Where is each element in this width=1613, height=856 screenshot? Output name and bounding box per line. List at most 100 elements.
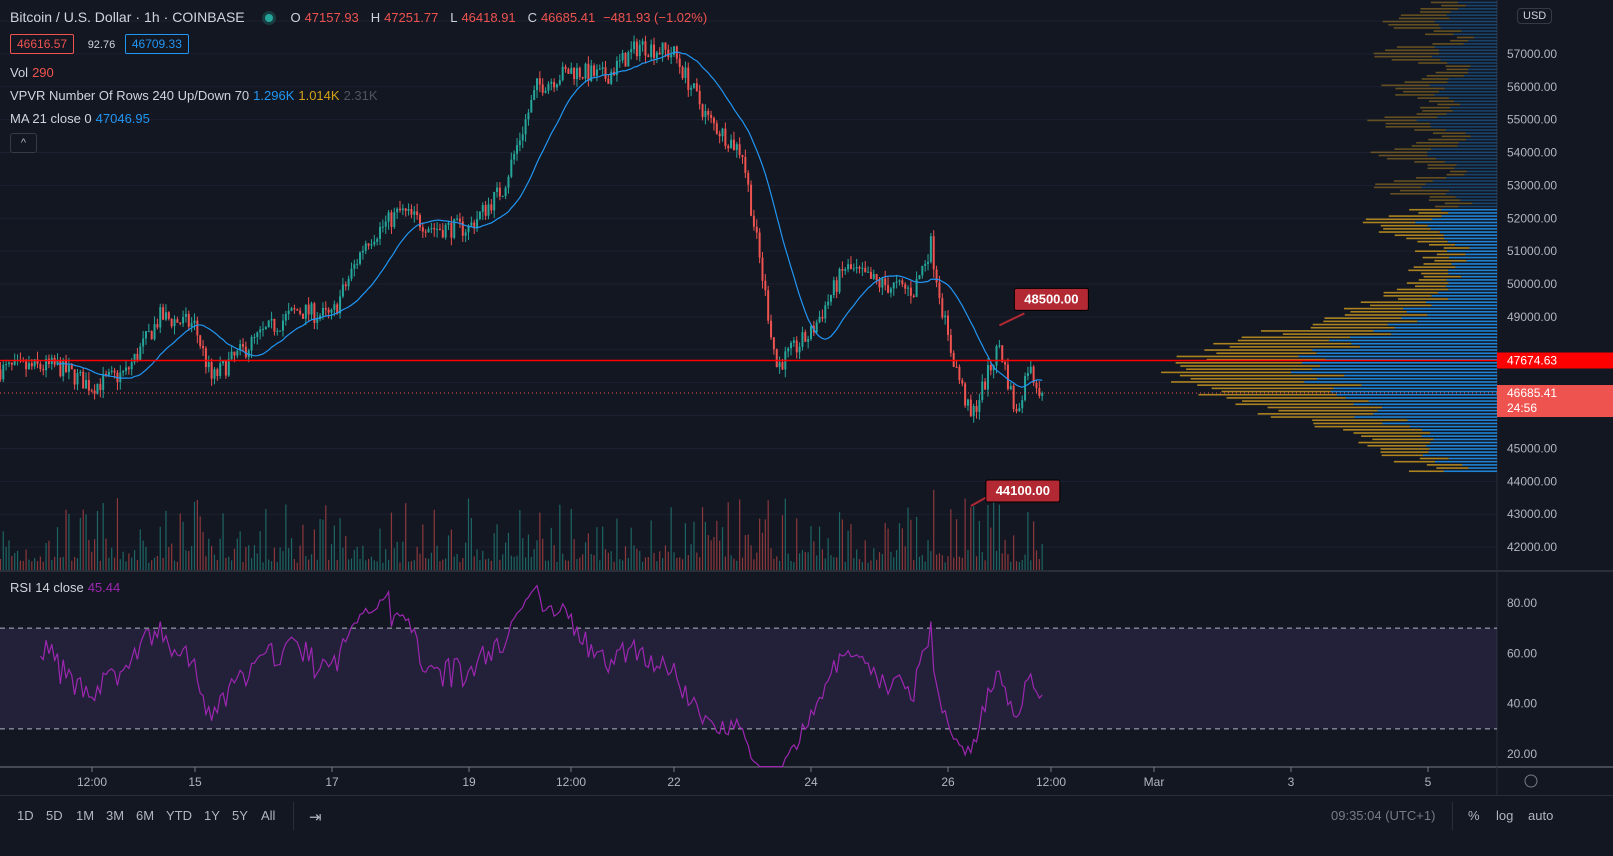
vpvr-row-down — [1416, 113, 1447, 115]
volume-bar — [48, 540, 50, 570]
sell-button[interactable]: 46616.57 — [10, 34, 75, 54]
candle-body — [327, 309, 330, 313]
volume-bar — [111, 547, 113, 570]
volume-bar — [308, 559, 310, 570]
candle-body — [641, 41, 644, 45]
vol-legend[interactable]: Vol 290 — [10, 65, 54, 80]
candle-body — [350, 268, 353, 279]
candle-body — [690, 87, 693, 90]
clock[interactable]: 09:35:04 (UTC+1) — [1331, 808, 1436, 823]
candle-body — [493, 191, 496, 211]
chart-canvas[interactable]: 48500.00 44100.00 57000.00 56000.00 55000.00… — [0, 0, 1613, 795]
vpvr-row-down — [1426, 74, 1464, 77]
candle-body — [947, 315, 949, 336]
time-tick-label: 12:00 — [556, 775, 586, 789]
interval[interactable]: 1h — [144, 9, 160, 25]
candle-body — [758, 232, 761, 258]
volume-bar — [76, 558, 79, 570]
volume-bar — [579, 557, 581, 570]
range-3m[interactable]: 3M — [106, 808, 125, 823]
range-1d[interactable]: 1D — [17, 808, 34, 823]
buy-button[interactable]: 46709.33 — [124, 34, 189, 54]
volume-bar — [593, 555, 595, 570]
volume-bar — [787, 553, 789, 570]
auto-toggle[interactable]: auto — [1528, 808, 1554, 823]
range-ytd[interactable]: YTD — [166, 808, 192, 823]
candle-body — [125, 367, 127, 372]
volume-bar — [830, 555, 832, 570]
candle-body — [561, 66, 564, 81]
volume-bar — [322, 519, 324, 570]
volume-bar — [533, 549, 535, 570]
volume-bar — [416, 546, 418, 570]
vpvr-row-down — [1418, 279, 1447, 281]
symbol-name[interactable]: Bitcoin / U.S. Dollar — [10, 9, 132, 25]
volume-bar — [473, 556, 475, 570]
vpvr-row-up — [1467, 71, 1497, 74]
volume-bar — [719, 540, 721, 570]
go-to-date-icon[interactable]: ⇥ — [309, 809, 322, 826]
vpvr-row-up — [1457, 1, 1497, 4]
price-tick-label: 52000.00 — [1507, 211, 1557, 225]
volume-bar — [933, 490, 935, 570]
volume-bar — [881, 553, 883, 570]
candle-body — [341, 284, 344, 297]
collapse-legend-button[interactable]: ^ — [10, 133, 37, 153]
candle-body — [142, 338, 145, 347]
vpvr-legend[interactable]: VPVR Number Of Rows 240 Up/Down 70 1.296K… — [10, 88, 378, 103]
candle-body — [96, 383, 99, 394]
vpvr-row-up — [1415, 221, 1497, 224]
ohlc-low: 46418.91 — [461, 10, 516, 25]
candle-body — [133, 353, 136, 363]
vpvr-row-down — [1450, 170, 1467, 173]
candle-body — [390, 212, 393, 227]
volume-bar — [627, 557, 629, 570]
time-tick-label: 19 — [462, 775, 476, 789]
volume-bar — [176, 561, 178, 570]
candle-body — [658, 52, 661, 55]
vpvr-row-up — [1304, 381, 1497, 383]
currency-label[interactable]: USD — [1517, 8, 1553, 24]
candle-body — [310, 303, 313, 315]
bar-countdown: 24:56 — [1507, 401, 1537, 415]
range-5d[interactable]: 5D — [46, 808, 63, 823]
candle-body — [795, 340, 798, 353]
vpvr-row-down — [1362, 221, 1416, 224]
volume-bar — [801, 550, 804, 570]
volume-bar — [516, 555, 518, 570]
candle-body — [433, 228, 436, 230]
candle-body — [67, 365, 70, 373]
candle-body — [513, 153, 516, 160]
candle-body — [481, 205, 484, 212]
candle-body — [841, 269, 844, 271]
vpvr-row-up — [1368, 400, 1497, 402]
volume-bar — [995, 550, 998, 570]
vpvr-row-up — [1444, 237, 1497, 240]
range-1y[interactable]: 1Y — [204, 808, 220, 823]
log-toggle[interactable]: log — [1496, 808, 1514, 823]
range-6m[interactable]: 6M — [136, 808, 155, 823]
percent-toggle[interactable]: % — [1468, 808, 1480, 823]
vpvr-row-up — [1431, 148, 1497, 150]
vpvr-row-up — [1448, 457, 1497, 460]
volume-bar — [553, 545, 555, 570]
vpvr-row-down — [1375, 183, 1426, 186]
candle-body — [187, 313, 190, 327]
vpvr-row-down — [1380, 224, 1428, 227]
rsi-legend[interactable]: RSI 14 close 45.44 — [10, 580, 121, 595]
volume-bar — [750, 545, 752, 570]
volume-bar — [961, 557, 963, 570]
vpvr-row-up — [1439, 231, 1497, 233]
volume-bar — [96, 511, 99, 570]
vpvr-row-up — [1443, 470, 1497, 473]
candle-body — [981, 381, 984, 401]
candle-body — [339, 296, 342, 314]
ma-legend[interactable]: MA 21 close 0 47046.95 — [10, 111, 150, 126]
candle-body — [958, 366, 961, 381]
price-tick-label: 54000.00 — [1507, 146, 1557, 160]
volume-bar — [664, 545, 667, 570]
range-5y[interactable]: 5Y — [232, 808, 248, 823]
range-1m[interactable]: 1M — [76, 808, 95, 823]
volume-bar — [399, 562, 401, 570]
range-all[interactable]: All — [261, 808, 276, 823]
